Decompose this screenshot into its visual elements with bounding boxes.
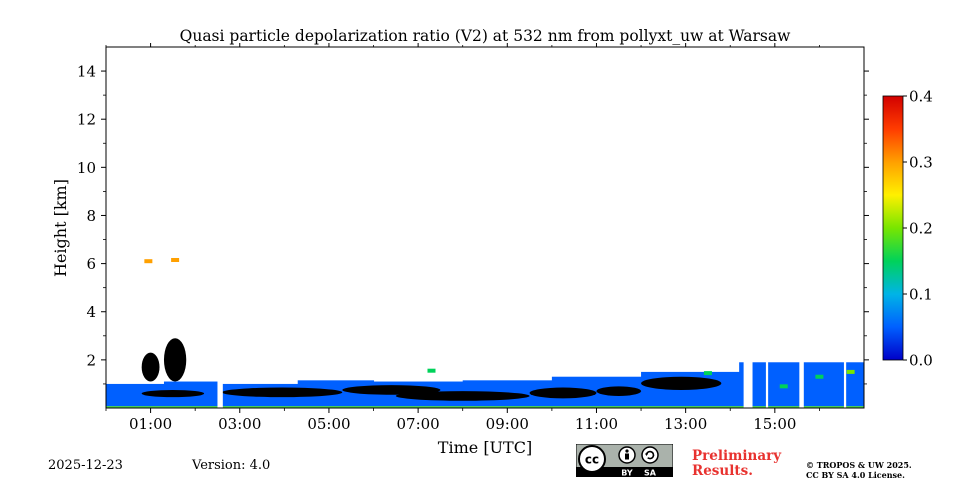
- by-label: BY: [621, 469, 633, 478]
- cc-icon-label: cc: [585, 453, 599, 467]
- y-tick-label: 12: [77, 111, 96, 129]
- aerosol-patch: [703, 371, 712, 376]
- plot-frame: [105, 46, 865, 409]
- x-axis-label: Time [UTC]: [438, 438, 532, 457]
- colorbar-tick-label: 0.3: [909, 154, 933, 172]
- preliminary-line-1: Preliminary: [692, 448, 782, 464]
- x-axis: 01:00 03:00 05:00 07:00 09:00 11:00 13:00 15:00: [105, 43, 820, 433]
- aerosol-patch: [815, 374, 824, 379]
- aerosol-patch: [171, 257, 180, 262]
- x-tick-label: 15:00: [753, 415, 796, 433]
- sa-label: SA: [644, 469, 657, 478]
- cloud-region: [141, 389, 205, 398]
- data-gap: [799, 47, 804, 408]
- colorbar-tick-label: 0.0: [909, 352, 933, 370]
- aerosol-patch: [427, 368, 436, 373]
- x-tick-label: 09:00: [486, 415, 529, 433]
- copyright-line-1: © TROPOS & UW 2025.: [806, 460, 912, 470]
- y-tick-label: 8: [86, 207, 96, 225]
- x-tick-label: 01:00: [129, 415, 172, 433]
- x-tick-label: 11:00: [575, 415, 618, 433]
- footer-version: Version: 4.0: [192, 458, 271, 473]
- data-gap: [217, 47, 223, 408]
- preliminary-results-note: Preliminary Results.: [692, 449, 781, 479]
- x-tick-label: 13:00: [664, 415, 707, 433]
- surface-layer-band: [106, 406, 864, 408]
- data-gap: [765, 47, 769, 408]
- colorbar-tick-label: 0.4: [909, 88, 933, 106]
- colorbar: [882, 95, 904, 361]
- cloud-region: [596, 386, 642, 396]
- x-tick-label: 07:00: [397, 415, 440, 433]
- y-tick-label: 2: [86, 351, 96, 369]
- cloud-region: [641, 376, 722, 390]
- copyright-note: © TROPOS & UW 2025. CC BY SA 4.0 License…: [806, 460, 912, 480]
- colorbar-tick-label: 0.2: [909, 220, 933, 238]
- y-axis: 2 4 6 8 10 12 14: [77, 63, 869, 385]
- plot-area: [106, 47, 864, 408]
- colorbar-axis: 0.0 0.1 0.2 0.3 0.4: [903, 88, 933, 370]
- cc-by-sa-license-badge[interactable]: cc BY SA: [576, 444, 673, 477]
- y-axis-label: Height [km]: [51, 179, 70, 277]
- cloud-region: [141, 352, 160, 382]
- y-tick-label: 4: [86, 303, 96, 321]
- aerosol-patch: [846, 369, 855, 374]
- cc-icon: [578, 445, 606, 473]
- cloud-region: [529, 387, 597, 399]
- cloud-region: [395, 391, 530, 401]
- x-tick-label: 03:00: [218, 415, 261, 433]
- x-tick-label: 05:00: [307, 415, 350, 433]
- data-gap: [843, 47, 847, 408]
- y-tick-label: 6: [86, 255, 96, 273]
- chart-title: Quasi particle depolarization ratio (V2)…: [180, 27, 791, 45]
- data-gap: [743, 47, 753, 408]
- y-tick-label: 10: [77, 159, 96, 177]
- aerosol-patch: [779, 384, 788, 389]
- share-alike-icon: [641, 446, 659, 464]
- cloud-region: [342, 385, 441, 395]
- colorbar-tick-label: 0.1: [909, 286, 933, 304]
- footer-date: 2025-12-23: [48, 458, 123, 473]
- preliminary-line-2: Results.: [692, 463, 753, 479]
- copyright-line-2: CC BY SA 4.0 License.: [806, 470, 905, 480]
- y-tick-label: 14: [77, 63, 96, 81]
- cloud-region: [221, 387, 343, 398]
- aerosol-patch: [144, 259, 153, 264]
- cloud-region: [163, 338, 187, 382]
